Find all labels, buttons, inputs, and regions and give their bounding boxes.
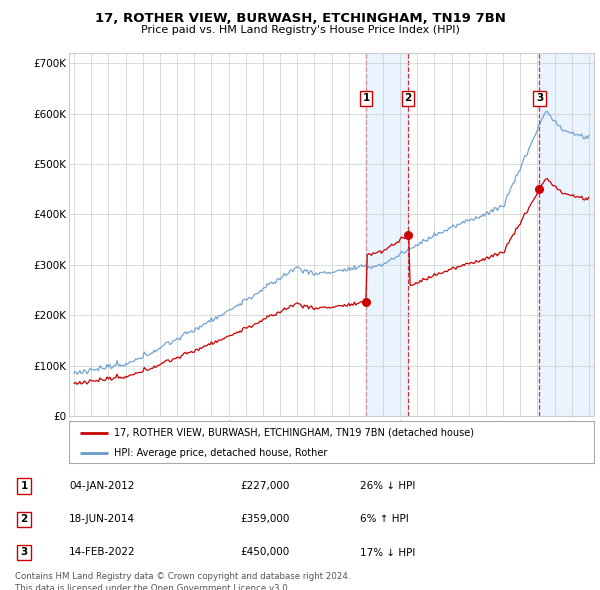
- Bar: [539, 53, 594, 416]
- Text: 2: 2: [20, 514, 28, 525]
- Text: 18-JUN-2014: 18-JUN-2014: [69, 514, 135, 525]
- Text: £227,000: £227,000: [240, 481, 289, 491]
- Text: 1: 1: [20, 481, 28, 491]
- Text: £450,000: £450,000: [240, 548, 289, 558]
- Text: HPI: Average price, detached house, Rother: HPI: Average price, detached house, Roth…: [113, 448, 327, 457]
- Text: 14-FEB-2022: 14-FEB-2022: [69, 548, 136, 558]
- Text: 1: 1: [362, 93, 370, 103]
- Text: 17, ROTHER VIEW, BURWASH, ETCHINGHAM, TN19 7BN (detached house): 17, ROTHER VIEW, BURWASH, ETCHINGHAM, TN…: [113, 428, 473, 438]
- Text: 6% ↑ HPI: 6% ↑ HPI: [360, 514, 409, 525]
- Text: 3: 3: [536, 93, 543, 103]
- Text: Price paid vs. HM Land Registry's House Price Index (HPI): Price paid vs. HM Land Registry's House …: [140, 25, 460, 35]
- Text: 17, ROTHER VIEW, BURWASH, ETCHINGHAM, TN19 7BN: 17, ROTHER VIEW, BURWASH, ETCHINGHAM, TN…: [95, 12, 505, 25]
- Text: 26% ↓ HPI: 26% ↓ HPI: [360, 481, 415, 491]
- Text: Contains HM Land Registry data © Crown copyright and database right 2024.
This d: Contains HM Land Registry data © Crown c…: [15, 572, 350, 590]
- Text: 17% ↓ HPI: 17% ↓ HPI: [360, 548, 415, 558]
- Text: £359,000: £359,000: [240, 514, 289, 525]
- Text: 3: 3: [20, 548, 28, 558]
- Text: 2: 2: [404, 93, 412, 103]
- Bar: [366, 53, 408, 416]
- Text: 04-JAN-2012: 04-JAN-2012: [69, 481, 134, 491]
